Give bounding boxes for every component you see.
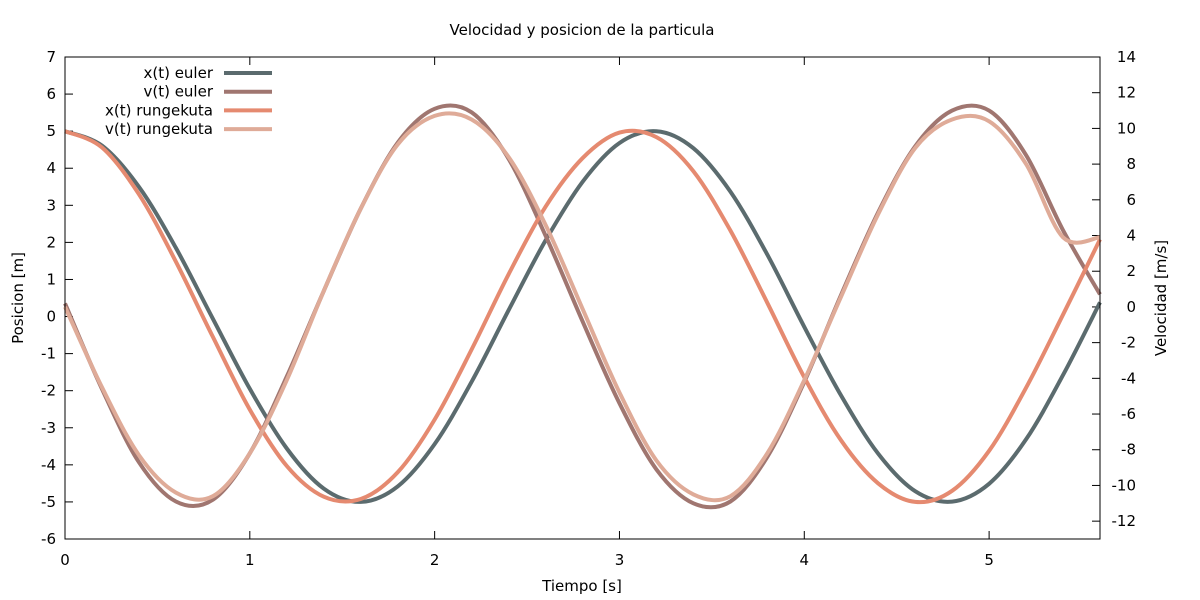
legend-label-x-t-euler: x(t) euler bbox=[143, 64, 213, 82]
y2-axis-label: Velocidad [m/s] bbox=[1152, 240, 1170, 356]
legend-label-v-t-euler: v(t) euler bbox=[143, 83, 213, 101]
x-tick-label: 5 bbox=[984, 551, 994, 569]
y2-tick-label: 14 bbox=[1117, 48, 1136, 66]
x-tick-label: 1 bbox=[245, 551, 255, 569]
series-line-v-t-rungekuta bbox=[63, 111, 1101, 503]
x-tick-label: 2 bbox=[430, 551, 440, 569]
x-axis-label: Tiempo [s] bbox=[541, 577, 622, 595]
y2-tick-label: 2 bbox=[1126, 262, 1136, 280]
y-tick-label: -4 bbox=[41, 456, 56, 474]
y-tick-label: -6 bbox=[41, 530, 56, 548]
y2-tick-label: -8 bbox=[1121, 441, 1136, 459]
y-tick-label: 1 bbox=[46, 270, 56, 288]
y-tick-label: -1 bbox=[41, 345, 56, 363]
y2-tick-label: 8 bbox=[1126, 155, 1136, 173]
y-tick-label: -2 bbox=[41, 382, 56, 400]
y2-tick-label: 6 bbox=[1126, 191, 1136, 209]
legend-label-v-t-rungekuta: v(t) rungekuta bbox=[105, 120, 213, 138]
x-tick-label: 3 bbox=[615, 551, 625, 569]
y2-tick-label: 12 bbox=[1117, 84, 1136, 102]
x-tick-label: 0 bbox=[60, 551, 70, 569]
y2-tick-label: -4 bbox=[1121, 369, 1136, 387]
plot-frame bbox=[64, 56, 1101, 540]
legend-label-x-t-rungekuta: x(t) rungekuta bbox=[105, 101, 213, 119]
y2-tick-label: -10 bbox=[1112, 476, 1137, 494]
y2-tick-label: 0 bbox=[1126, 298, 1136, 316]
y-axis-label: Posicion [m] bbox=[9, 252, 27, 344]
y2-tick-label: -6 bbox=[1121, 405, 1136, 423]
y-tick-label: 0 bbox=[46, 308, 56, 326]
y2-tick-label: -2 bbox=[1121, 334, 1136, 352]
chart-title: Velocidad y posicion de la particula bbox=[450, 21, 715, 39]
y-tick-label: 2 bbox=[46, 233, 56, 251]
y2-tick-label: -12 bbox=[1112, 512, 1137, 530]
series-lines bbox=[63, 103, 1102, 510]
y-tick-label: 3 bbox=[46, 196, 56, 214]
x-tick-label: 4 bbox=[800, 551, 810, 569]
y2-tick-label: 10 bbox=[1117, 119, 1136, 137]
y-tick-label: -5 bbox=[41, 493, 56, 511]
y-tick-label: 6 bbox=[46, 85, 56, 103]
axis-ticks: 0 1 2 3 4 5-6-5-4-3-2-101234567-12-10-8-6-4-2… bbox=[41, 48, 1136, 569]
series-line-x-t-euler bbox=[64, 129, 1102, 504]
y2-tick-label: 4 bbox=[1126, 227, 1136, 245]
y-tick-label: 4 bbox=[46, 159, 56, 177]
series-line-x-t-rungekuta bbox=[64, 128, 1102, 505]
y-tick-label: 7 bbox=[46, 48, 56, 66]
y-tick-label: -3 bbox=[41, 419, 56, 437]
y-tick-label: 5 bbox=[46, 122, 56, 140]
